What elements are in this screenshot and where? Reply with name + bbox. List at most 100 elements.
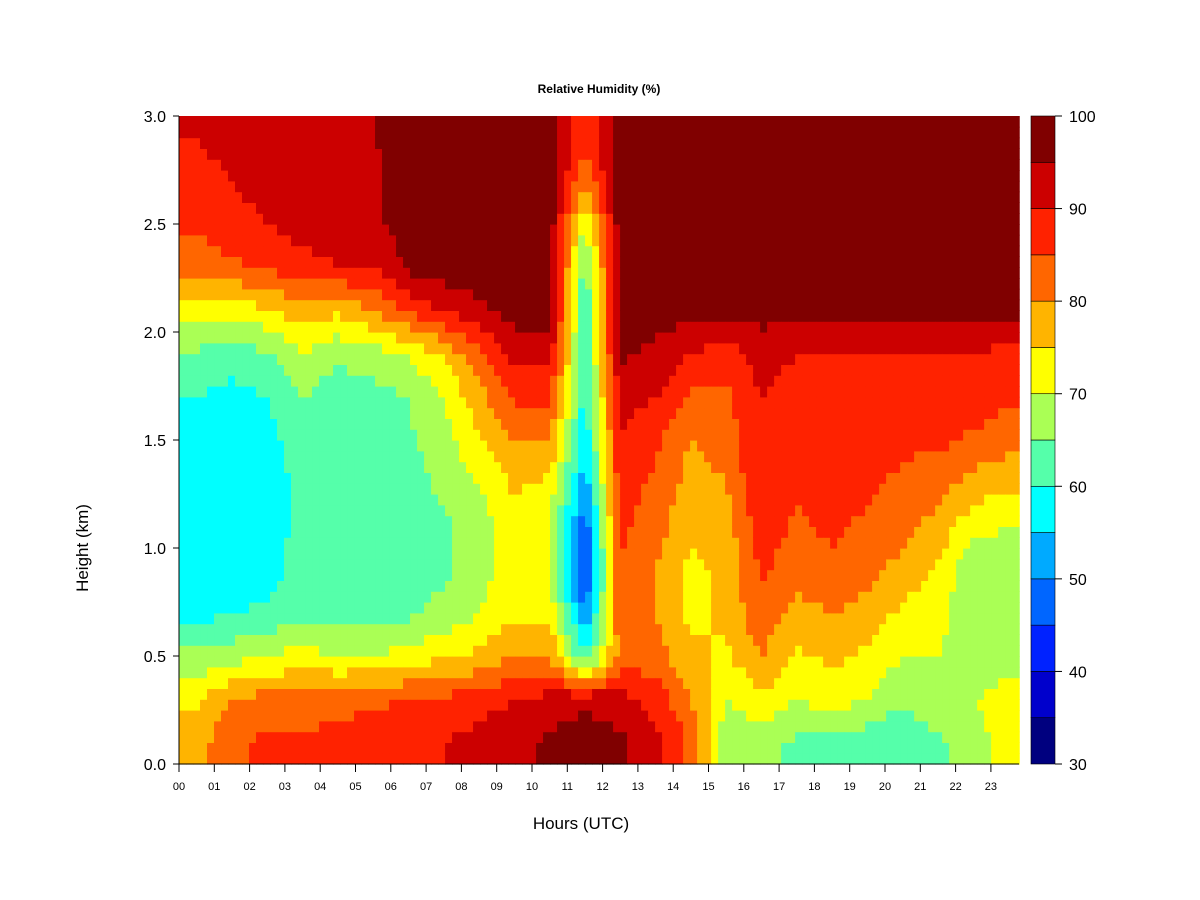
heatmap-cell [571, 321, 579, 333]
heatmap-cell [739, 159, 747, 171]
heatmap-cell [438, 645, 446, 657]
heatmap-cell [277, 234, 285, 247]
heatmap-cell [200, 375, 208, 387]
heatmap-cell [473, 612, 481, 625]
heatmap-cell [298, 148, 306, 160]
heatmap-cell [487, 483, 495, 495]
heatmap-cell [228, 753, 236, 765]
heatmap-cell [585, 126, 593, 139]
heatmap-cell [347, 245, 355, 257]
heatmap-cell [711, 569, 719, 581]
heatmap-cell [585, 472, 593, 484]
heatmap-cell [235, 569, 243, 581]
heatmap-cell [718, 148, 726, 160]
heatmap-cell [417, 245, 425, 257]
heatmap-cell [494, 710, 502, 722]
heatmap-cell [361, 623, 369, 635]
heatmap-cell [473, 342, 481, 355]
heatmap-cell [354, 342, 362, 355]
heatmap-cell [564, 116, 572, 128]
heatmap-cell [627, 321, 635, 333]
heatmap-cell [578, 666, 586, 679]
heatmap-cell [291, 256, 299, 268]
heatmap-cell [725, 634, 733, 646]
heatmap-cell [697, 548, 705, 560]
heatmap-cell [753, 558, 761, 571]
heatmap-cell [697, 494, 705, 506]
heatmap-cell [396, 699, 404, 711]
heatmap-cell [487, 612, 495, 625]
heatmap-cell [179, 731, 187, 743]
heatmap-cell [221, 267, 229, 279]
heatmap-cell [606, 191, 614, 203]
heatmap-cell [438, 310, 446, 322]
heatmap-cell [529, 429, 537, 441]
heatmap-cell [508, 267, 516, 279]
heatmap-cell [200, 753, 208, 765]
heatmap-cell [585, 224, 593, 236]
heatmap-cell [291, 116, 299, 128]
heatmap-cell [592, 375, 600, 387]
heatmap-cell [242, 321, 250, 333]
heatmap-cell [340, 213, 348, 225]
heatmap-cell [459, 591, 467, 603]
heatmap-cell [298, 332, 306, 344]
heatmap-cell [494, 731, 502, 743]
heatmap-cell [690, 321, 698, 333]
heatmap-cell [396, 321, 404, 333]
heatmap-cell [739, 494, 747, 506]
heatmap-cell [452, 710, 460, 722]
heatmap-cell [452, 310, 460, 322]
heatmap-cell [256, 580, 264, 592]
heatmap-cell [494, 461, 502, 473]
heatmap-cell [438, 256, 446, 268]
heatmap-cell [613, 288, 621, 301]
heatmap-cell [305, 548, 313, 560]
heatmap-cell [690, 710, 698, 722]
heatmap-cell [732, 548, 740, 560]
heatmap-cell [270, 332, 278, 344]
heatmap-cell [200, 688, 208, 700]
heatmap-cell [641, 191, 649, 203]
heatmap-cell [298, 267, 306, 279]
heatmap-cell [291, 591, 299, 603]
heatmap-cell [494, 202, 502, 214]
heatmap-cell [557, 245, 565, 257]
heatmap-cell [235, 310, 243, 322]
heatmap-cell [263, 213, 271, 225]
heatmap-cell [235, 418, 243, 430]
heatmap-cell [655, 494, 663, 506]
heatmap-cell [319, 688, 327, 700]
heatmap-cell [235, 353, 243, 365]
heatmap-cell [242, 645, 250, 657]
heatmap-cell [375, 483, 383, 495]
heatmap-cell [662, 710, 670, 722]
heatmap-cell [452, 332, 460, 344]
heatmap-cell [550, 645, 558, 657]
heatmap-cell [396, 332, 404, 344]
heatmap-cell [312, 504, 320, 517]
heatmap-cell [690, 591, 698, 603]
heatmap-cell [466, 710, 474, 722]
heatmap-cell [284, 310, 292, 322]
heatmap-cell [606, 418, 614, 430]
heatmap-cell [739, 407, 747, 419]
heatmap-cell [242, 148, 250, 160]
heatmap-cell [221, 116, 229, 128]
heatmap-cell [557, 742, 565, 754]
heatmap-cell [627, 699, 635, 711]
heatmap-cell [424, 180, 432, 193]
heatmap-cell [312, 440, 320, 452]
heatmap-cell [326, 429, 334, 441]
heatmap-cell [242, 396, 250, 409]
heatmap-cell [270, 526, 278, 538]
heatmap-cell [753, 677, 761, 689]
heatmap-cell [550, 569, 558, 581]
heatmap-cell [249, 710, 257, 722]
heatmap-cell [739, 537, 747, 549]
heatmap-cell [305, 342, 313, 355]
heatmap-cell [319, 634, 327, 646]
heatmap-cell [732, 504, 740, 517]
heatmap-cell [564, 278, 572, 290]
heatmap-cell [361, 267, 369, 279]
